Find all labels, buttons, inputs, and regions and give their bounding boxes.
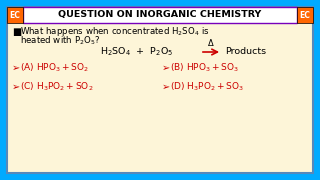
Text: $\mathregular{H_2SO_4}$  +  $\mathregular{P_2O_5}$: $\mathregular{H_2SO_4}$ + $\mathregular{… [100, 46, 173, 58]
Text: (D) $\mathregular{H_3PO_2 + SO_3}$: (D) $\mathregular{H_3PO_2 + SO_3}$ [170, 81, 244, 93]
Bar [23, 7, 297, 23]
Text: What happens when concentrated $\mathregular{H_2SO_4}$ is: What happens when concentrated $\mathreg… [20, 26, 210, 39]
Text: ➢: ➢ [12, 63, 20, 73]
Text: QUESTION ON INORGANIC CHEMISTRY: QUESTION ON INORGANIC CHEMISTRY [58, 10, 262, 19]
Text: ➢: ➢ [162, 63, 170, 73]
Text: EC: EC [10, 10, 20, 19]
Text: EC: EC [300, 10, 310, 19]
Text: (C) $\mathregular{H_3PO_2 + SO_2}$: (C) $\mathregular{H_3PO_2 + SO_2}$ [20, 81, 93, 93]
Bar [297, 7, 313, 23]
Text: $\Delta$: $\Delta$ [207, 37, 215, 48]
Bar [7, 7, 23, 23]
Text: Products: Products [225, 48, 266, 57]
Text: ■: ■ [12, 27, 21, 37]
Text: ➢: ➢ [162, 82, 170, 92]
Text: (B) $\mathregular{HPO_3 + SO_3}$: (B) $\mathregular{HPO_3 + SO_3}$ [170, 62, 239, 74]
Text: (A) $\mathregular{HPO_3 + SO_2}$: (A) $\mathregular{HPO_3 + SO_2}$ [20, 62, 89, 74]
Text: ➢: ➢ [12, 82, 20, 92]
Text: heated with $\mathregular{P_2O_5}$?: heated with $\mathregular{P_2O_5}$? [20, 35, 100, 47]
